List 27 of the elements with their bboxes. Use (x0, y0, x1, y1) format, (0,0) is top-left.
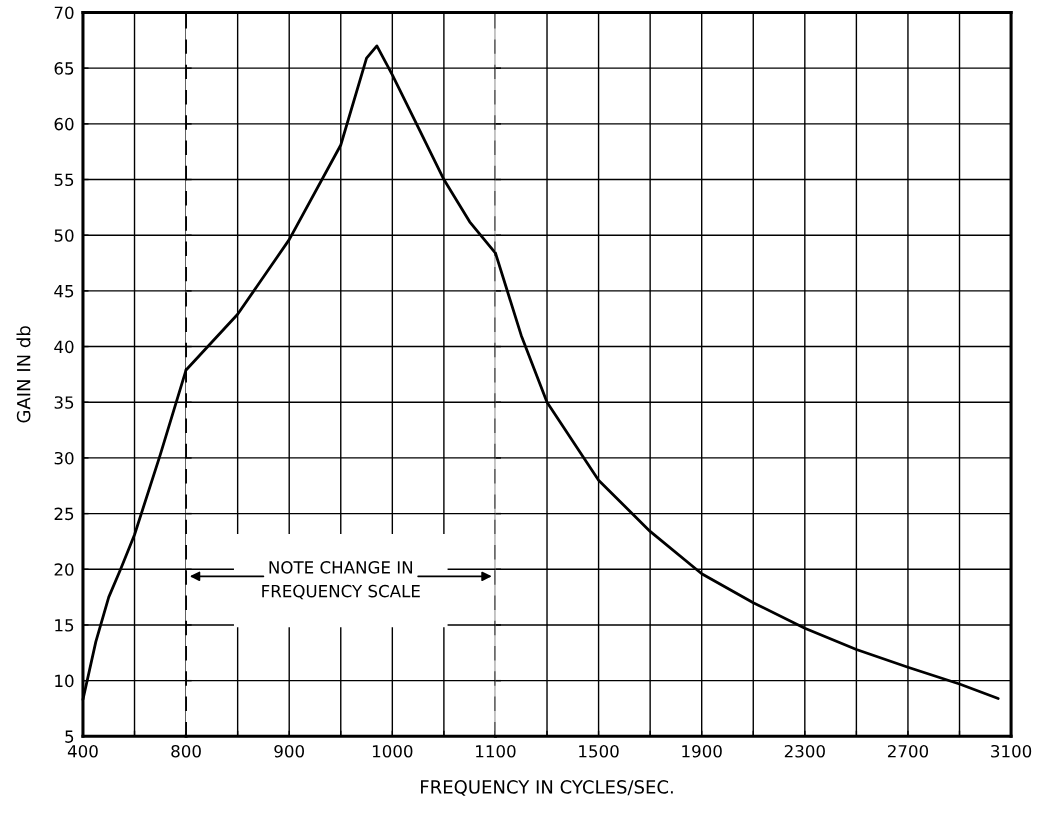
x-tick-label: 1900 (682, 744, 722, 758)
y-tick-label: 40 (54, 340, 74, 354)
x-tick-label: 1500 (579, 744, 619, 758)
x-tick-label: 2700 (887, 744, 929, 758)
x-tick-label: 400 (67, 744, 98, 758)
y-tick-label: 25 (54, 507, 74, 521)
y-tick-label: 20 (54, 563, 74, 576)
x-tick-label: 1100 (476, 744, 516, 758)
y-tick-label: 35 (54, 396, 74, 409)
y-tick-label: 5 (65, 730, 74, 743)
y-tick-label: 10 (55, 674, 74, 688)
x-tick-label: 900 (274, 744, 305, 758)
x-tick-label: 800 (171, 744, 201, 758)
x-tick-label: 1000 (372, 744, 413, 758)
annotation: NOTE CHANGE IN FREQUENCY SCALE (262, 561, 420, 600)
y-tick-label: 50 (54, 229, 74, 242)
y-tick-label: 30 (54, 451, 74, 465)
y-tick-label: 65 (54, 62, 74, 75)
x-tick-label: 2300 (784, 744, 825, 758)
x-axis-title: FREQUENCY IN CYCLES/SEC. (421, 780, 673, 796)
y-tick-label: 70 (54, 6, 74, 20)
y-tick-label: 60 (54, 117, 74, 131)
y-tick-label: 45 (54, 285, 74, 298)
x-tick-label: 3100 (991, 744, 1032, 758)
y-axis-title: GAIN IN db (16, 326, 31, 423)
y-tick-label: 15 (55, 619, 74, 632)
y-tick-label: 55 (54, 173, 74, 187)
